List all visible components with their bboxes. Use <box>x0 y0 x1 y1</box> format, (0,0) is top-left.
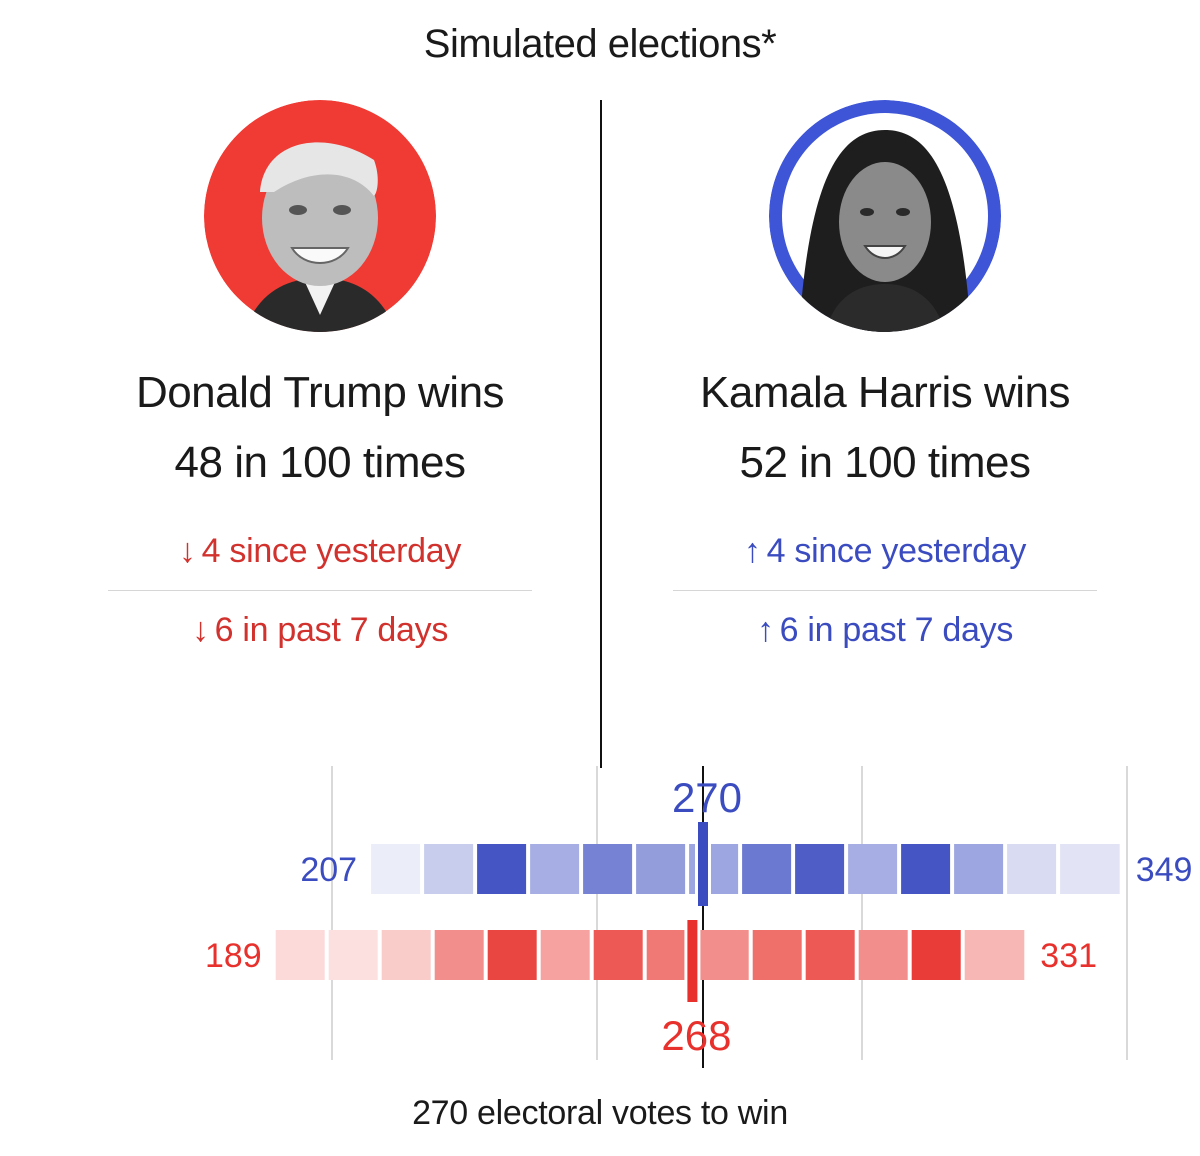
harris-median-label: 270 <box>672 774 742 821</box>
harris-bin-10 <box>901 844 951 894</box>
trump-median-label: 268 <box>661 1012 731 1059</box>
trump-min-label: 189 <box>205 937 262 975</box>
trump-bin-11 <box>858 930 908 980</box>
chart-footer: 270 electoral votes to win <box>412 1094 788 1132</box>
trump-separator <box>108 590 532 591</box>
harris-bin-8 <box>795 844 845 894</box>
trump-max-label: 331 <box>1040 937 1097 975</box>
arrow-up-icon: ↑ <box>756 611 774 649</box>
harris-change-day: ↑ 4 since yesterday <box>670 512 1100 590</box>
trump-change-week-text: 6 in past 7 days <box>214 611 449 649</box>
harris-bin-11 <box>954 844 1004 894</box>
trump-bin-12 <box>911 930 961 980</box>
harris-change-week: ↑ 6 in past 7 days <box>670 591 1100 669</box>
center-divider <box>600 100 602 768</box>
harris-bin-3 <box>530 844 580 894</box>
trump-bin-6 <box>593 930 643 980</box>
harris-max-label: 349 <box>1136 851 1193 889</box>
harris-change-week-text: 6 in past 7 days <box>779 611 1014 649</box>
trump-bin-8 <box>699 930 749 980</box>
trump-photo <box>204 100 436 332</box>
trump-column: Donald Trump wins 48 in 100 times ↓ 4 sin… <box>105 100 535 669</box>
trump-bin-0 <box>275 930 325 980</box>
harris-portrait-icon <box>769 100 1001 332</box>
trump-bin-5 <box>540 930 590 980</box>
harris-bin-5 <box>636 844 686 894</box>
trump-bin-4 <box>487 930 537 980</box>
electoral-vote-chart: 207 349 270 189 331 268 <box>205 766 1193 1068</box>
harris-bin-12 <box>1007 844 1057 894</box>
trump-median-marker <box>687 920 698 1002</box>
trump-portrait-icon <box>204 100 436 332</box>
trump-bin-1 <box>328 930 378 980</box>
harris-photo <box>769 100 1001 332</box>
trump-bin-9 <box>752 930 802 980</box>
trump-bin-13 <box>964 930 1025 980</box>
arrow-down-icon: ↓ <box>191 611 209 649</box>
trump-headline: Donald Trump wins 48 in 100 times <box>105 358 535 498</box>
harris-separator <box>673 590 1097 591</box>
harris-bin-13 <box>1060 844 1120 894</box>
harris-median-marker <box>698 822 708 906</box>
arrow-down-icon: ↓ <box>178 532 196 570</box>
harris-bin-2 <box>477 844 527 894</box>
arrow-up-icon: ↑ <box>743 532 761 570</box>
harris-odds-line: 52 in 100 times <box>739 438 1031 487</box>
harris-name-line: Kamala Harris wins <box>700 368 1070 417</box>
harris-bin-0 <box>371 844 421 894</box>
harris-headline: Kamala Harris wins 52 in 100 times <box>670 358 1100 498</box>
trump-name-line: Donald Trump wins <box>135 368 505 417</box>
trump-change-week: ↓ 6 in past 7 days <box>105 591 535 669</box>
harris-change-day-text: 4 since yesterday <box>766 532 1027 570</box>
trump-odds-line: 48 in 100 times <box>174 438 466 487</box>
chart-title: Simulated elections* <box>423 22 777 66</box>
trump-bin-3 <box>434 930 484 980</box>
harris-bin-7 <box>742 844 792 894</box>
harris-bin-9 <box>848 844 898 894</box>
harris-bin-4 <box>583 844 633 894</box>
harris-bin-1 <box>424 844 474 894</box>
trump-bin-2 <box>381 930 431 980</box>
trump-change-day-text: 4 since yesterday <box>201 532 462 570</box>
harris-column: Kamala Harris wins 52 in 100 times ↑ 4 si… <box>670 100 1100 669</box>
trump-bin-10 <box>805 930 855 980</box>
trump-change-day: ↓ 4 since yesterday <box>105 512 535 590</box>
harris-min-label: 207 <box>300 851 357 889</box>
